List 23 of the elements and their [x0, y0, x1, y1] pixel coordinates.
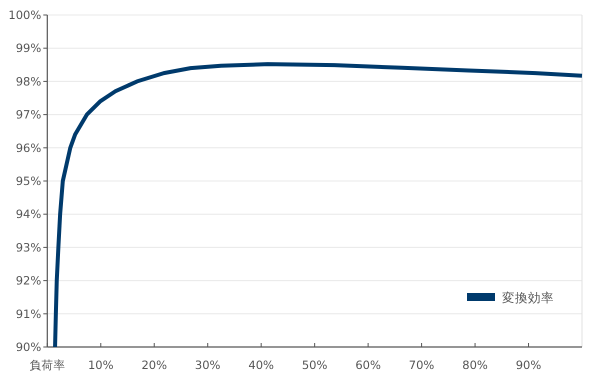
line-series [53, 62, 584, 347]
legend-label: 変換効率 [502, 290, 554, 305]
x-tick-label: 負荷率 [29, 358, 66, 372]
x-tick-label: 70% [408, 358, 434, 372]
x-tick-label: 90% [516, 358, 542, 372]
y-tick-label: 98% [16, 74, 42, 88]
y-tick-label: 100% [8, 8, 42, 22]
y-tick-label: 94% [16, 207, 42, 222]
x-tick-label: 50% [302, 358, 328, 372]
y-tick-label: 92% [16, 274, 42, 288]
x-tick-label: 80% [462, 358, 488, 372]
y-tick-label: 91% [16, 306, 42, 321]
y-tick-label: 90% [16, 340, 42, 354]
x-tick-label: 60% [355, 358, 381, 372]
x-tick-label: 20% [141, 358, 168, 372]
x-tick-label: 10% [88, 358, 114, 372]
y-tick-label: 96% [16, 140, 42, 155]
y-tick-label: 95% [16, 174, 42, 188]
x-tick-label: 40% [248, 358, 274, 372]
y-tick-label: 99% [16, 41, 42, 56]
y-tick-label: 93% [16, 240, 42, 254]
x-tick-label: 30% [194, 358, 221, 372]
y-tick-label: 97% [16, 108, 42, 122]
